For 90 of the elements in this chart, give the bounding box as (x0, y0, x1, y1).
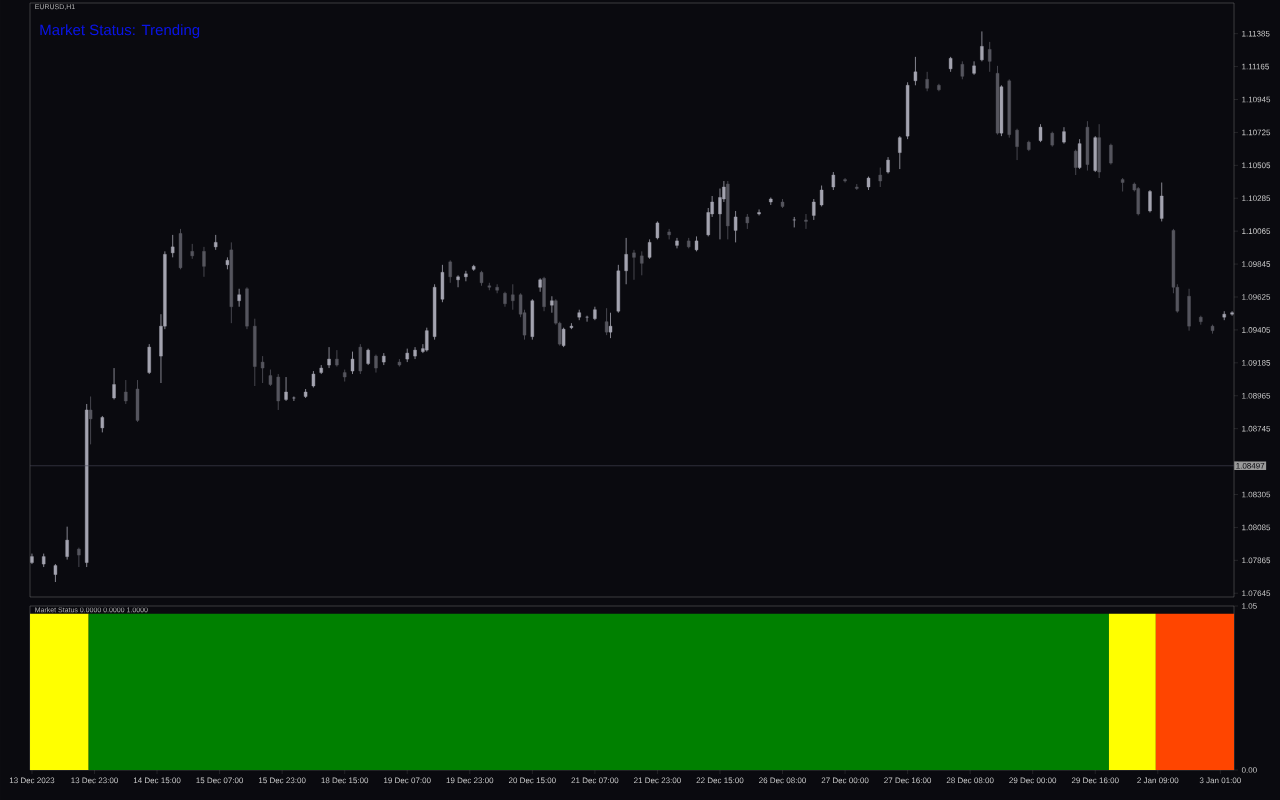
candlestick (448, 259, 452, 284)
y-tick-label: 1.08965 (1242, 392, 1271, 399)
candlestick (112, 367, 116, 400)
ref-line-label: 1.08497 (1236, 462, 1265, 469)
x-tick-label: 28 Dec 08:00 (946, 777, 994, 784)
y-tick-label: 1.09625 (1242, 294, 1271, 300)
y-tick-label: 1.09405 (1242, 327, 1271, 333)
x-tick-label: 27 Dec 00:00 (821, 777, 869, 784)
candlestick (608, 312, 613, 339)
y-tick-label: 1.07645 (1242, 590, 1271, 597)
candlestick (898, 135, 902, 170)
x-tick-label: 2 Jan 09:00 (1137, 777, 1179, 784)
candlestick (972, 60, 976, 76)
candlestick (1160, 182, 1164, 222)
x-tick-label: 13 Dec 23:00 (71, 777, 118, 784)
y-tick-label: 1.10285 (1242, 195, 1271, 202)
x-tick-label: 20 Dec 15:00 (508, 777, 556, 784)
candlestick (88, 396, 93, 445)
candlestick (237, 288, 241, 308)
candlestick (65, 526, 69, 560)
candlestick (1077, 138, 1082, 170)
candlestick (511, 283, 515, 311)
candlestick (632, 249, 636, 281)
x-tick-label: 21 Dec 23:00 (634, 777, 681, 784)
candlestick (843, 177, 847, 183)
y-tick-label: 1.11385 (1242, 30, 1270, 37)
y-tick-label: 1.08305 (1242, 491, 1271, 498)
candlestick (757, 209, 761, 216)
y-tick-label: 0.00 (1241, 767, 1257, 773)
candlestick (675, 237, 679, 249)
annotation: Market Status: Trending (40, 24, 200, 39)
candlestick (425, 327, 429, 353)
candlestick (980, 31, 984, 62)
x-tick-label: 19 Dec 07:00 (384, 777, 431, 784)
x-tick-label: 29 Dec 00:00 (1009, 777, 1057, 784)
candlestick (171, 234, 175, 258)
candlestick (1015, 128, 1019, 161)
candlestick (878, 167, 882, 188)
candlestick (456, 274, 460, 288)
candlestick (124, 379, 128, 405)
x-tick-label: 15 Dec 23:00 (258, 777, 306, 784)
x-tick-label: 29 Dec 16:00 (1071, 777, 1119, 784)
candlestick (202, 246, 206, 278)
candlestick (585, 315, 589, 323)
y-tick-label: 1.10065 (1242, 228, 1271, 234)
candlestick (284, 376, 288, 402)
candlestick (925, 71, 929, 92)
y-tick-label: 1.11165 (1242, 63, 1269, 70)
candlestick (550, 295, 554, 314)
x-tick-label: 22 Dec 15:00 (696, 777, 744, 784)
candlestick (561, 327, 566, 348)
y-tick-label: 1.07865 (1242, 557, 1271, 564)
x-tick-label: 19 Dec 23:00 (446, 777, 494, 784)
candlestick (913, 56, 918, 86)
y-tick-label: 1.10505 (1242, 162, 1271, 169)
y-tick-label: 1.05 (1242, 603, 1257, 609)
candlestick (260, 355, 265, 384)
candlestick (792, 216, 796, 228)
candlestick (358, 343, 363, 375)
candlestick (640, 250, 644, 276)
candlestick (464, 270, 468, 282)
candlestick (733, 210, 738, 243)
y-tick-label: 1.10945 (1242, 96, 1271, 103)
x-tick-label: 13 Dec 2023 (9, 777, 55, 784)
candlestick (292, 396, 296, 402)
candlestick (335, 349, 339, 367)
candlestick (276, 373, 280, 411)
y-tick-label: 1.08745 (1242, 425, 1271, 432)
x-tick-label: 18 Dec 15:00 (321, 777, 369, 784)
candlestick (1120, 177, 1125, 192)
x-tick-label: 15 Dec 07:00 (196, 777, 244, 784)
candlestick (804, 213, 808, 230)
x-tick-label: 3 Jan 01:00 (1199, 777, 1241, 784)
y-tick-label: 1.08085 (1242, 524, 1271, 531)
candlestick (327, 346, 331, 369)
candlestick (1230, 310, 1234, 317)
x-tick-label: 14 Dec 15:00 (133, 777, 181, 784)
candlestick (647, 238, 652, 260)
candlestick (624, 237, 628, 285)
candlestick (604, 307, 609, 336)
y-tick-label: 1.09185 (1242, 360, 1271, 366)
candlestick (988, 41, 992, 73)
y-tick-label: 1.10725 (1242, 129, 1271, 136)
x-tick-label: 27 Dec 16:00 (884, 777, 932, 784)
candlestick (350, 351, 355, 375)
y-tick-label: 1.09845 (1242, 261, 1271, 267)
x-tick-label: 26 Dec 08:00 (759, 777, 806, 784)
candlestick (812, 198, 816, 221)
x-tick-label: 21 Dec 07:00 (571, 777, 619, 784)
candlestick (1074, 149, 1078, 176)
